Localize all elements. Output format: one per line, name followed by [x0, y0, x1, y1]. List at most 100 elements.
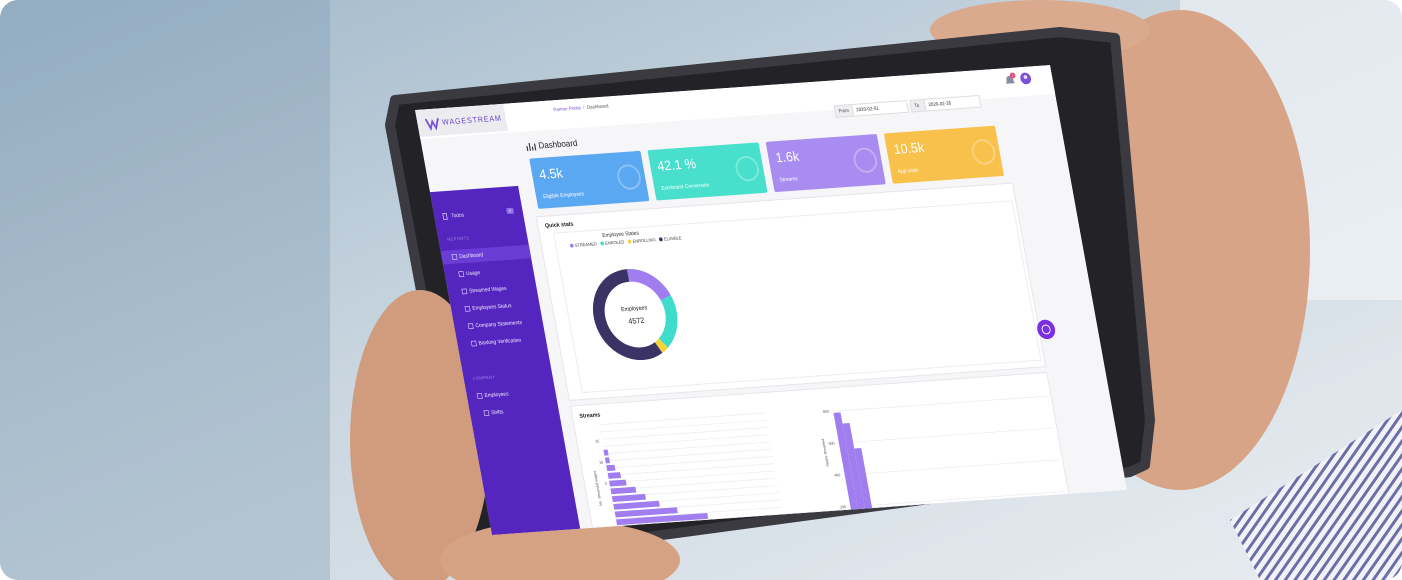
donut-segment: [658, 295, 678, 348]
card-label: Eligible Employees: [543, 191, 585, 200]
todo-icon: [442, 213, 448, 220]
page-title: Dashboard: [538, 138, 579, 151]
logo-mark: [424, 117, 439, 131]
panel: [569, 371, 1070, 529]
donut-center-label: Employees: [621, 305, 648, 313]
help-icon: [1041, 324, 1051, 335]
card-bg: [647, 142, 768, 201]
bar: [613, 500, 660, 510]
left-hand: [350, 290, 490, 580]
sidebar-item[interactable]: Streamed Wages: [469, 286, 508, 295]
card-icon: [971, 139, 996, 165]
chart-rule: [598, 412, 765, 425]
grid-line: [837, 427, 1054, 444]
y-tick-label: 400: [834, 473, 841, 478]
y-axis-label: No. streamed wages: [593, 470, 603, 506]
sidebar-item[interactable]: Usage: [466, 270, 481, 277]
card-bg: [884, 125, 1004, 184]
sidebar-section: COMPANY: [472, 374, 496, 381]
notification-badge: [1009, 72, 1016, 79]
sidebar-item[interactable]: Todos: [451, 212, 465, 219]
sidebar-item[interactable]: Company Statements: [475, 320, 523, 330]
chart-title: Employee States: [602, 230, 640, 239]
breadcrumb-item[interactable]: Partner Portal: [553, 105, 581, 112]
sidebar-icon: [476, 393, 483, 399]
stat-card[interactable]: 42.1 % Enrolment Conversion: [647, 142, 768, 201]
sidebar-section: REPORTS: [447, 235, 470, 242]
chart-rule: [600, 419, 767, 433]
panel-title: Streams: [579, 412, 601, 420]
stat-card[interactable]: 1.6k Streams: [765, 134, 886, 193]
legend-label: ENROLED: [605, 239, 625, 246]
card-icon: [735, 156, 759, 182]
grid-line: [848, 491, 1065, 508]
sidebar-item[interactable]: Employees Status: [472, 303, 513, 312]
sidebar-item[interactable]: Banking Verification: [478, 337, 522, 346]
bar: [609, 479, 627, 487]
y-tick-label: 15: [595, 439, 600, 443]
sidebar: [429, 185, 581, 536]
sidebar-icon: [451, 253, 458, 260]
blur-shape: [0, 0, 330, 580]
sidebar-item[interactable]: Shifts: [491, 409, 505, 416]
bell-icon[interactable]: [1005, 75, 1015, 84]
sidebar-icon: [458, 271, 465, 277]
sleeve: [1230, 410, 1402, 580]
panel-title: Quick stats: [545, 221, 575, 229]
legend-label: ENROLLING: [632, 237, 656, 244]
y-tick-label: 200: [840, 505, 847, 510]
sidebar-item[interactable]: Dashboard: [459, 252, 484, 260]
card-bg: [765, 134, 886, 193]
bar: [604, 457, 611, 464]
y-tick-label: 10: [599, 461, 604, 465]
y-axis-label: Salary streamed: [821, 439, 830, 467]
date-value: 2020-02-26: [928, 100, 952, 107]
breadcrumb-separator: /: [582, 105, 585, 110]
legend-swatch: [600, 241, 604, 246]
filter-label: From: [838, 108, 849, 114]
todo-badge-count: 5: [509, 209, 512, 213]
grid-line: [842, 459, 1060, 476]
card-value: 1.6k: [774, 148, 801, 165]
legend-swatch: [569, 243, 574, 248]
chart-rule: [602, 434, 769, 447]
bar: [611, 493, 647, 503]
y-tick-label: 5: [605, 482, 608, 486]
legend-label: ELIGIBLE: [663, 235, 682, 241]
sidebar-icon: [470, 340, 477, 347]
legend-swatch: [627, 239, 632, 244]
donut-segment: [626, 269, 671, 301]
sidebar-icon: [467, 323, 474, 330]
chart-card: [552, 200, 1042, 394]
stat-card[interactable]: 4.5k Eligible Employees: [529, 150, 650, 209]
help-button[interactable]: [1036, 319, 1057, 340]
chart-rule: [615, 506, 782, 520]
date-value: 2020-02-01: [856, 106, 880, 113]
bar: [833, 412, 864, 539]
breadcrumb-item: Dashboard: [586, 103, 609, 110]
sidebar-icon: [464, 305, 471, 312]
stat-card[interactable]: 10.5k App visits: [884, 125, 1004, 184]
notification-count: 1: [1011, 73, 1014, 77]
bar: [610, 486, 637, 495]
filter-label: To: [914, 103, 920, 109]
y-tick-label: 800: [823, 410, 830, 415]
sidebar-item[interactable]: Employees: [484, 391, 509, 399]
legend-label: STREAMED: [574, 241, 597, 248]
donut-segment: [592, 269, 663, 360]
title-icon: [526, 142, 537, 151]
bar: [614, 507, 678, 518]
left-thumb: [440, 520, 680, 580]
chart-rule: [601, 427, 768, 440]
chart-rule: [609, 470, 776, 483]
chart-rule: [610, 477, 777, 491]
legend-swatch: [659, 237, 663, 242]
brand: WAGESTREAM: [441, 113, 502, 127]
chart-rule: [604, 441, 770, 454]
sidebar-icon: [461, 288, 468, 295]
card-label: App visits: [897, 167, 919, 175]
date-input[interactable]: [923, 94, 982, 112]
date-input[interactable]: [851, 100, 910, 117]
y-tick-label: 600: [828, 441, 835, 446]
